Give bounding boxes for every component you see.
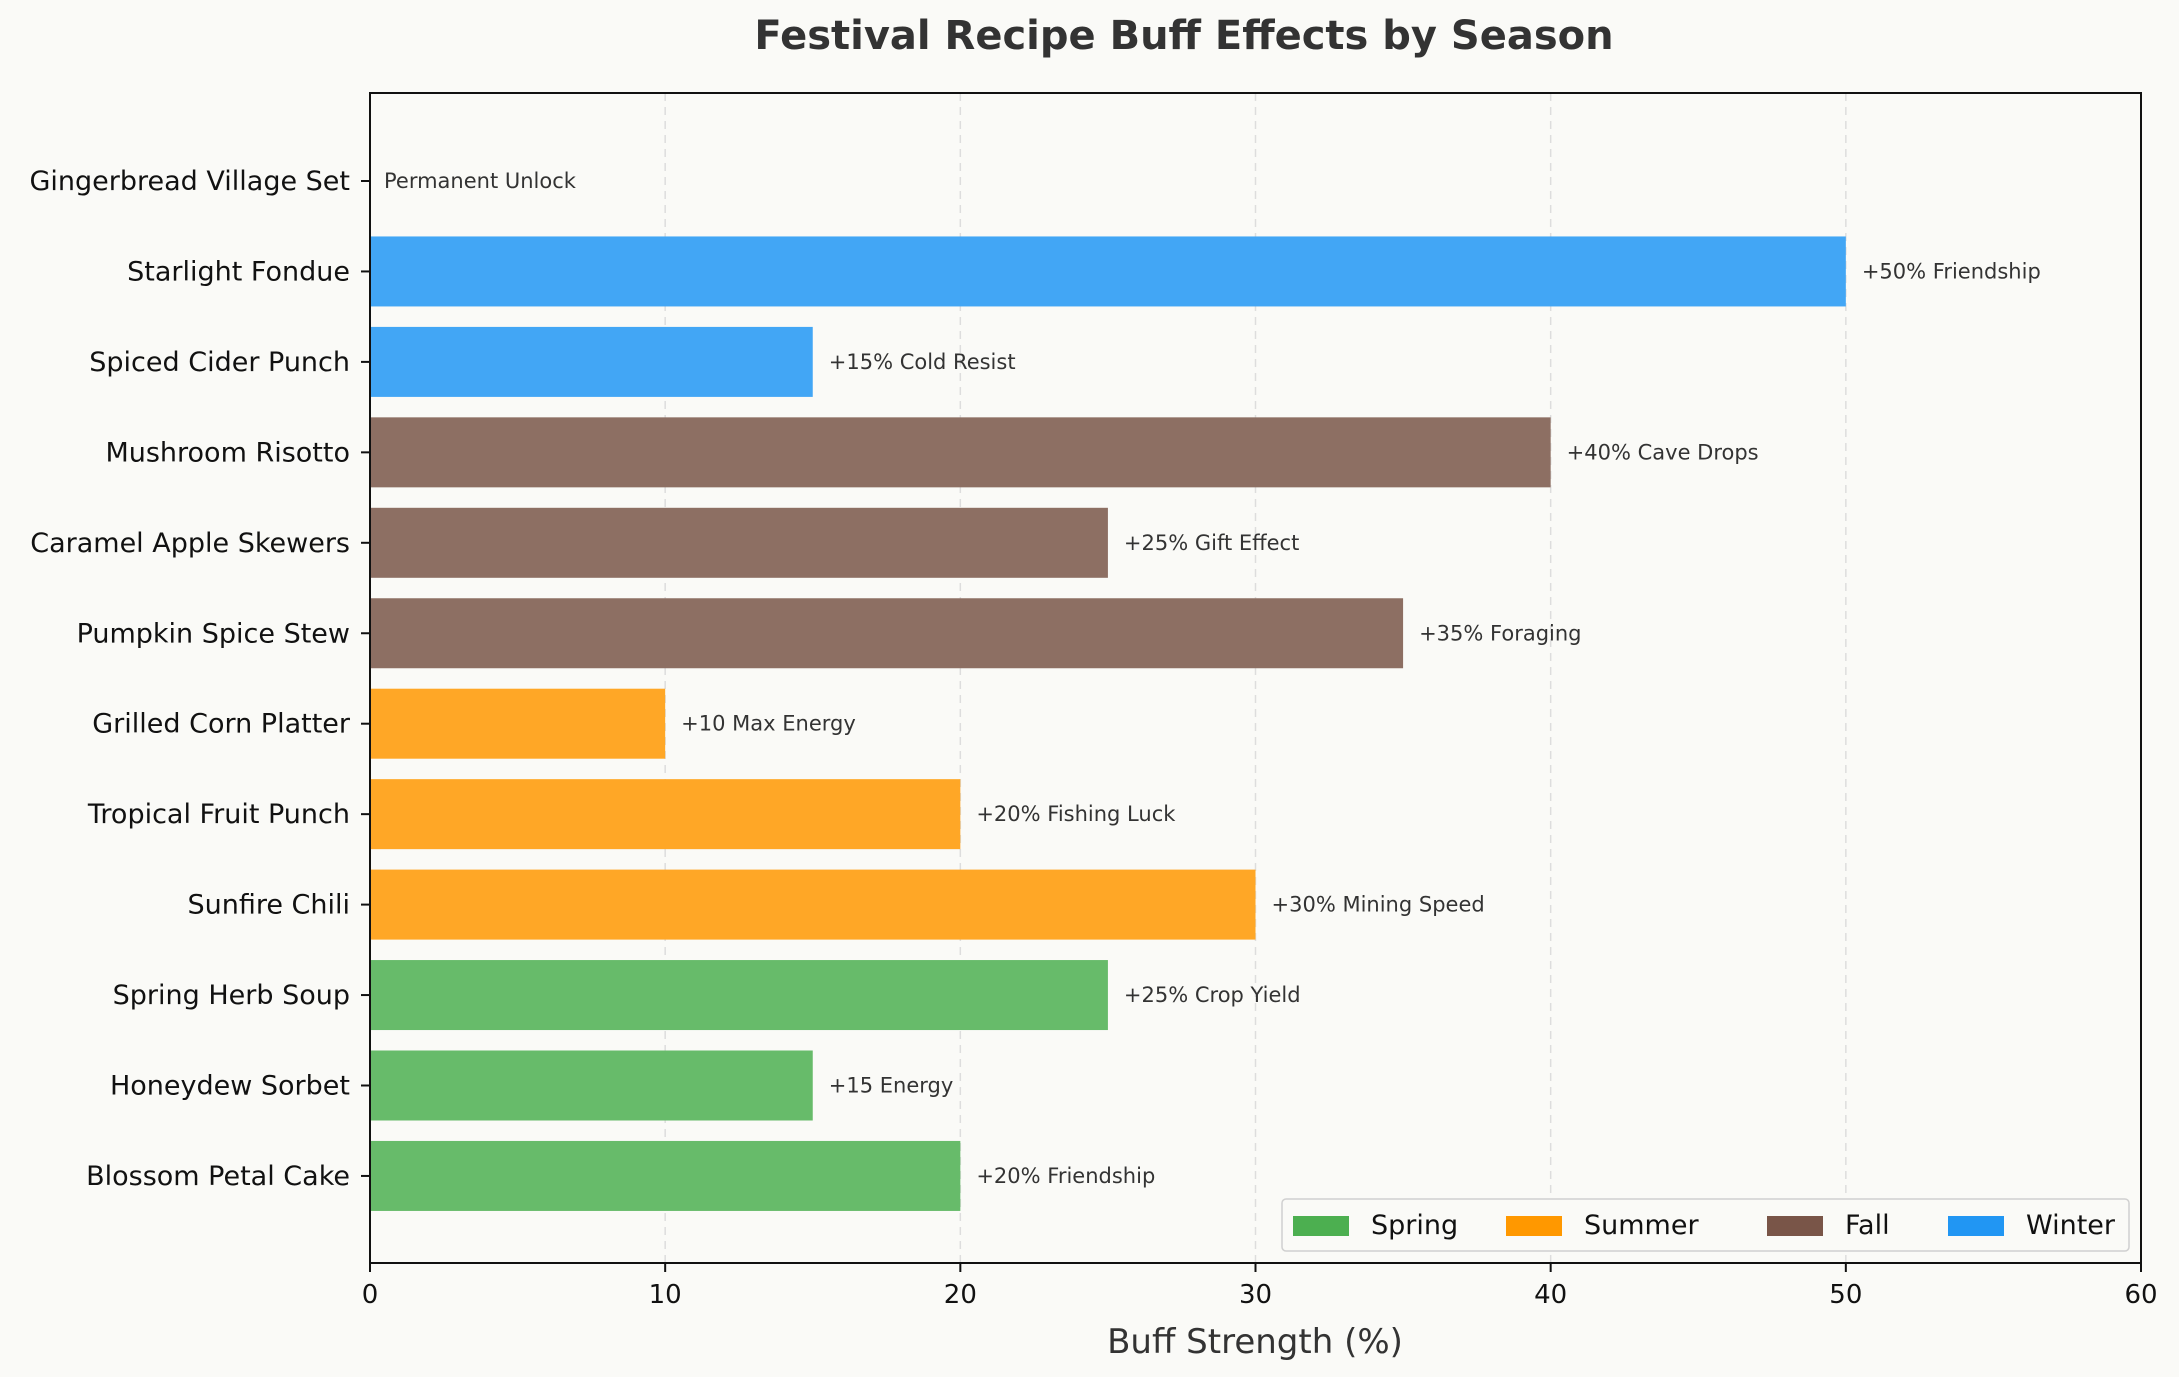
bar	[370, 326, 813, 397]
legend-label: Summer	[1584, 1210, 1699, 1241]
x-tick-label: 50	[1829, 1280, 1862, 1310]
x-axis: 0 10 20 30 40 50 60	[362, 1263, 2158, 1310]
bar	[370, 869, 1256, 940]
y-tick-label: Pumpkin Spice Stew	[77, 618, 350, 649]
y-tick-label: Gingerbread Village Set	[29, 166, 350, 197]
x-tick-label: 0	[362, 1280, 379, 1310]
y-tick-label: Blossom Petal Cake	[86, 1161, 350, 1192]
y-tick-label: Sunfire Chili	[187, 890, 350, 921]
data-labels: +20% Friendship +15 Energy +25% Crop Yield…	[384, 169, 2041, 1188]
x-tick-label: 60	[2124, 1280, 2157, 1310]
legend-label: Winter	[2026, 1210, 2116, 1241]
data-label: +15% Cold Resist	[829, 350, 1016, 374]
bars	[370, 236, 1846, 1211]
x-tick-label: 40	[1534, 1280, 1567, 1310]
chart-title: Festival Recipe Buff Effects by Season	[754, 13, 1613, 59]
data-label: +35% Foraging	[1419, 621, 1581, 645]
legend-swatch	[1293, 1216, 1349, 1236]
data-label: +50% Friendship	[1862, 259, 2041, 283]
data-label: +20% Fishing Luck	[976, 802, 1176, 826]
y-tick-label: Spring Herb Soup	[113, 980, 350, 1011]
x-axis-title: Buff Strength (%)	[1107, 1322, 1403, 1362]
data-label: +20% Friendship	[976, 1164, 1155, 1188]
bar	[370, 1050, 813, 1121]
legend-label: Spring	[1371, 1210, 1458, 1241]
data-label: +25% Gift Effect	[1124, 531, 1299, 555]
y-axis: Blossom Petal Cake Honeydew Sorbet Spring …	[29, 166, 370, 1192]
data-label: +15 Energy	[829, 1074, 954, 1098]
bar	[370, 1140, 961, 1211]
bar	[370, 960, 1108, 1031]
data-label: +30% Mining Speed	[1272, 893, 1485, 917]
y-tick-label: Grilled Corn Platter	[92, 709, 351, 740]
plot-frame	[369, 92, 2142, 1264]
y-tick-label: Mushroom Risotto	[105, 437, 350, 468]
y-tick-label: Spiced Cider Punch	[89, 347, 350, 378]
data-label: +25% Crop Yield	[1124, 983, 1301, 1007]
x-tick-label: 10	[649, 1280, 682, 1310]
x-tick-label: 20	[944, 1280, 977, 1310]
legend-swatch	[1506, 1216, 1562, 1236]
legend-swatch	[1948, 1216, 2004, 1236]
data-label: Permanent Unlock	[384, 169, 577, 193]
bar	[370, 417, 1551, 488]
bar	[370, 507, 1108, 578]
data-label: +40% Cave Drops	[1567, 440, 1759, 464]
legend-frame	[1281, 1198, 2130, 1252]
x-tick-label: 30	[1239, 1280, 1272, 1310]
legend-swatch	[1767, 1216, 1823, 1236]
bar	[370, 598, 1404, 669]
y-tick-label: Caramel Apple Skewers	[30, 528, 350, 559]
y-tick-label: Honeydew Sorbet	[110, 1071, 350, 1102]
y-tick-label: Tropical Fruit Punch	[87, 799, 350, 830]
y-tick-label: Starlight Fondue	[127, 256, 350, 287]
bar	[370, 688, 666, 759]
data-label: +10 Max Energy	[681, 712, 856, 736]
bar	[370, 779, 961, 850]
legend-label: Fall	[1845, 1210, 1890, 1241]
bar	[370, 236, 1846, 307]
legend: Spring Summer Fall Winter	[1281, 1198, 2130, 1252]
